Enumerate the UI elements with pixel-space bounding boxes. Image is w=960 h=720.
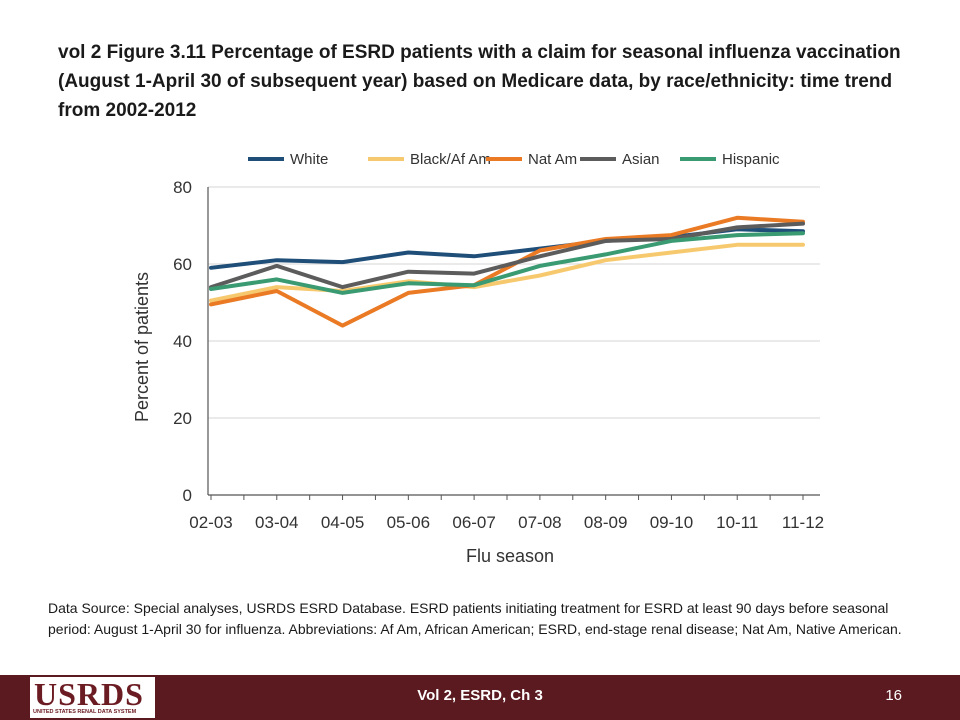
series-line-black-af-am [209, 242, 805, 303]
series-lines [209, 215, 805, 328]
y-axis-label: Percent of patients [132, 272, 152, 422]
x-tick-label: 07-08 [518, 513, 561, 532]
y-tick-label: 20 [173, 409, 192, 428]
x-tick-label: 06-07 [452, 513, 495, 532]
x-tick-label: 09-10 [650, 513, 693, 532]
x-axis: 02-03 03-04 04-05 05-06 06-07 07-08 08-09 09-10… [189, 494, 824, 532]
legend-label: Nat Am [528, 151, 577, 168]
series-line-nat-am [209, 215, 805, 328]
gridlines [208, 186, 820, 419]
y-axis: 0 20 40 60 80 [173, 178, 209, 505]
x-tick-label: 11-12 [782, 513, 824, 532]
legend-label: White [290, 151, 328, 168]
y-tick-label: 0 [183, 486, 192, 505]
y-tick-label: 60 [173, 255, 192, 274]
page-number: 16 [885, 687, 902, 704]
footer-bar: USRDS UNITED STATES RENAL DATA SYSTEM Vo… [0, 675, 960, 720]
logo-subtext: UNITED STATES RENAL DATA SYSTEM [33, 709, 137, 715]
x-axis-label: Flu season [466, 546, 554, 566]
y-tick-label: 80 [173, 178, 192, 197]
x-tick-label: 03-04 [255, 513, 298, 532]
legend: White Black/Af Am Nat Am Asian Hispanic [248, 151, 780, 168]
line-chart: White Black/Af Am Nat Am Asian Hispanic 0 20 4… [132, 151, 824, 566]
data-source-note: Data Source: Special analyses, USRDS ESR… [48, 600, 902, 637]
logo-text: USRDS [34, 676, 144, 712]
x-tick-label: 08-09 [584, 513, 627, 532]
legend-label: Hispanic [722, 151, 780, 168]
x-tick-label: 05-06 [387, 513, 430, 532]
x-tick-label: 10-11 [716, 513, 758, 532]
usrds-logo: USRDS UNITED STATES RENAL DATA SYSTEM [30, 677, 155, 718]
slide-title: vol 2 Figure 3.11 Percentage of ESRD pat… [58, 42, 901, 121]
legend-label: Asian [622, 151, 660, 168]
series-line-hispanic [209, 231, 805, 295]
x-tick-label: 02-03 [189, 513, 232, 532]
y-tick-label: 40 [173, 332, 192, 351]
footer-chapter-label: Vol 2, ESRD, Ch 3 [417, 687, 543, 704]
series-line-asian [209, 221, 805, 290]
legend-label: Black/Af Am [410, 151, 491, 168]
x-tick-label: 04-05 [321, 513, 364, 532]
